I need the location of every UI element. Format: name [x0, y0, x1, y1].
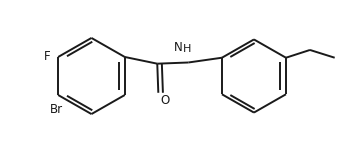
Text: H: H [182, 44, 191, 54]
Text: O: O [160, 94, 169, 107]
Text: F: F [44, 50, 51, 63]
Text: N: N [174, 41, 183, 54]
Text: Br: Br [50, 103, 63, 116]
